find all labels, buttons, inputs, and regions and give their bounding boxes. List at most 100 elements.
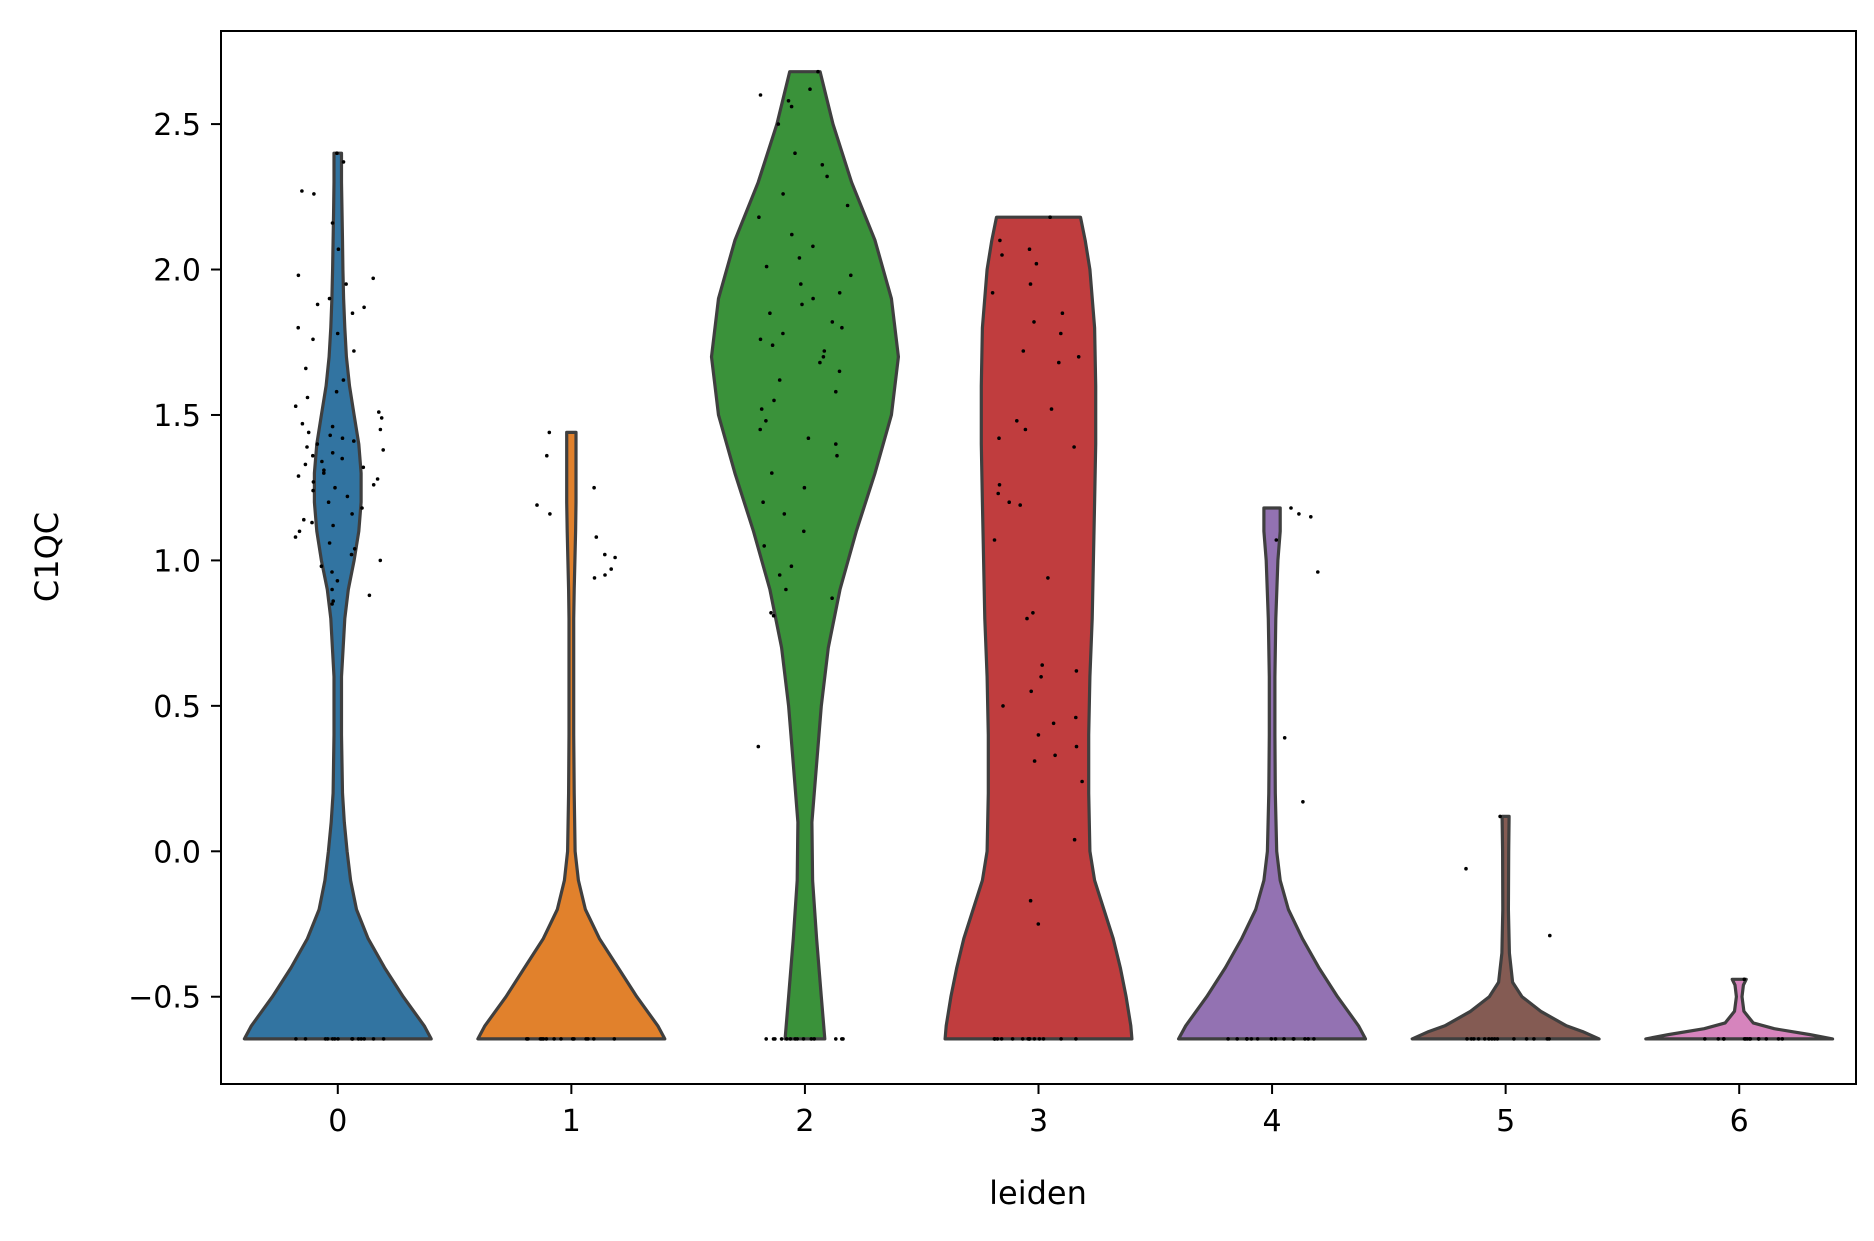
jitter-point bbox=[304, 366, 308, 371]
jitter-point bbox=[377, 410, 381, 414]
jitter-point-baseline bbox=[381, 1037, 386, 1041]
jitter-point bbox=[757, 215, 761, 219]
jitter-point-baseline bbox=[1487, 1037, 1491, 1041]
jitter-point-baseline bbox=[1716, 1037, 1721, 1041]
violin-1 bbox=[476, 430, 667, 1041]
jitter-point bbox=[758, 337, 763, 342]
jitter-points-layer bbox=[293, 69, 1785, 1041]
jitter-point bbox=[1007, 500, 1011, 505]
x-tick-label: 1 bbox=[562, 1104, 581, 1139]
violin-3 bbox=[943, 215, 1134, 1041]
jitter-point bbox=[818, 360, 822, 365]
jitter-point-baseline bbox=[1312, 1037, 1316, 1041]
jitter-point bbox=[1040, 663, 1044, 667]
jitter-point bbox=[335, 151, 339, 155]
jitter-point bbox=[311, 337, 315, 342]
jitter-point bbox=[811, 296, 815, 301]
jitter-point bbox=[322, 468, 326, 473]
jitter-point-baseline bbox=[1020, 1037, 1025, 1041]
jitter-point-baseline bbox=[779, 1037, 784, 1041]
jitter-point bbox=[808, 87, 812, 91]
jitter-point bbox=[835, 453, 839, 458]
jitter-point bbox=[802, 485, 807, 490]
jitter-point bbox=[1059, 331, 1063, 336]
jitter-point bbox=[362, 305, 366, 310]
jitter-point bbox=[759, 407, 764, 411]
jitter-point bbox=[296, 273, 301, 278]
jitter-point bbox=[770, 471, 774, 475]
jitter-point bbox=[352, 349, 356, 353]
x-tick-label: 2 bbox=[795, 1104, 814, 1139]
jitter-point bbox=[306, 430, 311, 435]
jitter-point bbox=[336, 247, 341, 251]
jitter-point-baseline bbox=[1245, 1037, 1249, 1041]
jitter-point bbox=[371, 483, 376, 487]
jitter-point bbox=[344, 282, 348, 286]
jitter-point bbox=[764, 264, 769, 269]
y-tick-label: 1.5 bbox=[153, 399, 201, 434]
jitter-point bbox=[1076, 355, 1081, 359]
jitter-point-baseline bbox=[1010, 1037, 1015, 1041]
jitter-point bbox=[1036, 733, 1041, 737]
jitter-point bbox=[331, 523, 335, 528]
jitter-point bbox=[330, 587, 334, 592]
jitter-point bbox=[772, 398, 776, 403]
jitter-point bbox=[1023, 427, 1028, 432]
jitter-point bbox=[1036, 922, 1041, 926]
jitter-point bbox=[1029, 689, 1033, 694]
violins-layer bbox=[242, 70, 1835, 1041]
jitter-point-baseline bbox=[526, 1037, 530, 1041]
y-tick-label: 2.0 bbox=[153, 254, 201, 289]
jitter-point-baseline bbox=[1226, 1037, 1230, 1041]
jitter-point bbox=[1297, 512, 1301, 516]
jitter-point bbox=[1074, 715, 1078, 720]
jitter-point bbox=[330, 451, 335, 455]
jitter-point bbox=[758, 93, 763, 97]
jitter-point bbox=[305, 395, 310, 400]
jitter-point-baseline bbox=[362, 1037, 367, 1041]
jitter-point-baseline bbox=[764, 1037, 768, 1041]
jitter-point bbox=[328, 433, 333, 438]
jitter-point bbox=[333, 485, 337, 490]
jitter-point-baseline bbox=[1764, 1037, 1769, 1041]
jitter-point-baseline bbox=[559, 1037, 563, 1041]
jitter-point bbox=[806, 436, 811, 441]
jitter-point bbox=[335, 331, 340, 336]
jitter-point bbox=[764, 419, 768, 423]
jitter-point bbox=[330, 570, 334, 574]
x-tick-label: 0 bbox=[328, 1104, 347, 1139]
x-axis: 0 1 2 3 4 5 6 bbox=[328, 1084, 1749, 1139]
jitter-point bbox=[296, 474, 301, 478]
jitter-point bbox=[300, 189, 304, 193]
jitter-point-baseline bbox=[544, 1037, 549, 1041]
jitter-point bbox=[771, 613, 776, 618]
jitter-point-baseline bbox=[1780, 1037, 1785, 1041]
jitter-point-baseline bbox=[834, 1037, 838, 1041]
jitter-point-baseline bbox=[1074, 1037, 1078, 1041]
jitter-point bbox=[1548, 933, 1552, 938]
jitter-point-baseline bbox=[1532, 1037, 1536, 1041]
jitter-point bbox=[1282, 736, 1287, 740]
jitter-point bbox=[592, 485, 596, 490]
jitter-point bbox=[825, 174, 829, 179]
jitter-point-baseline bbox=[1303, 1037, 1307, 1041]
jitter-point bbox=[996, 491, 1000, 496]
jitter-point bbox=[777, 573, 782, 577]
jitter-point bbox=[302, 517, 306, 522]
jitter-point-baseline bbox=[795, 1037, 799, 1041]
jitter-point bbox=[793, 151, 797, 155]
x-tick-label: 3 bbox=[1029, 1104, 1048, 1139]
jitter-point bbox=[613, 555, 617, 560]
jitter-point-baseline bbox=[1465, 1037, 1469, 1041]
violin-0 bbox=[242, 151, 433, 1041]
jitter-point bbox=[352, 547, 357, 551]
jitter-point bbox=[603, 552, 607, 557]
jitter-point bbox=[830, 320, 835, 324]
jitter-point bbox=[334, 389, 339, 394]
jitter-point bbox=[1072, 445, 1076, 449]
jitter-point bbox=[1032, 759, 1037, 763]
jitter-point bbox=[1289, 506, 1293, 510]
jitter-point bbox=[782, 512, 787, 516]
jitter-point bbox=[609, 567, 613, 571]
y-tick-label: 1.0 bbox=[153, 544, 201, 579]
